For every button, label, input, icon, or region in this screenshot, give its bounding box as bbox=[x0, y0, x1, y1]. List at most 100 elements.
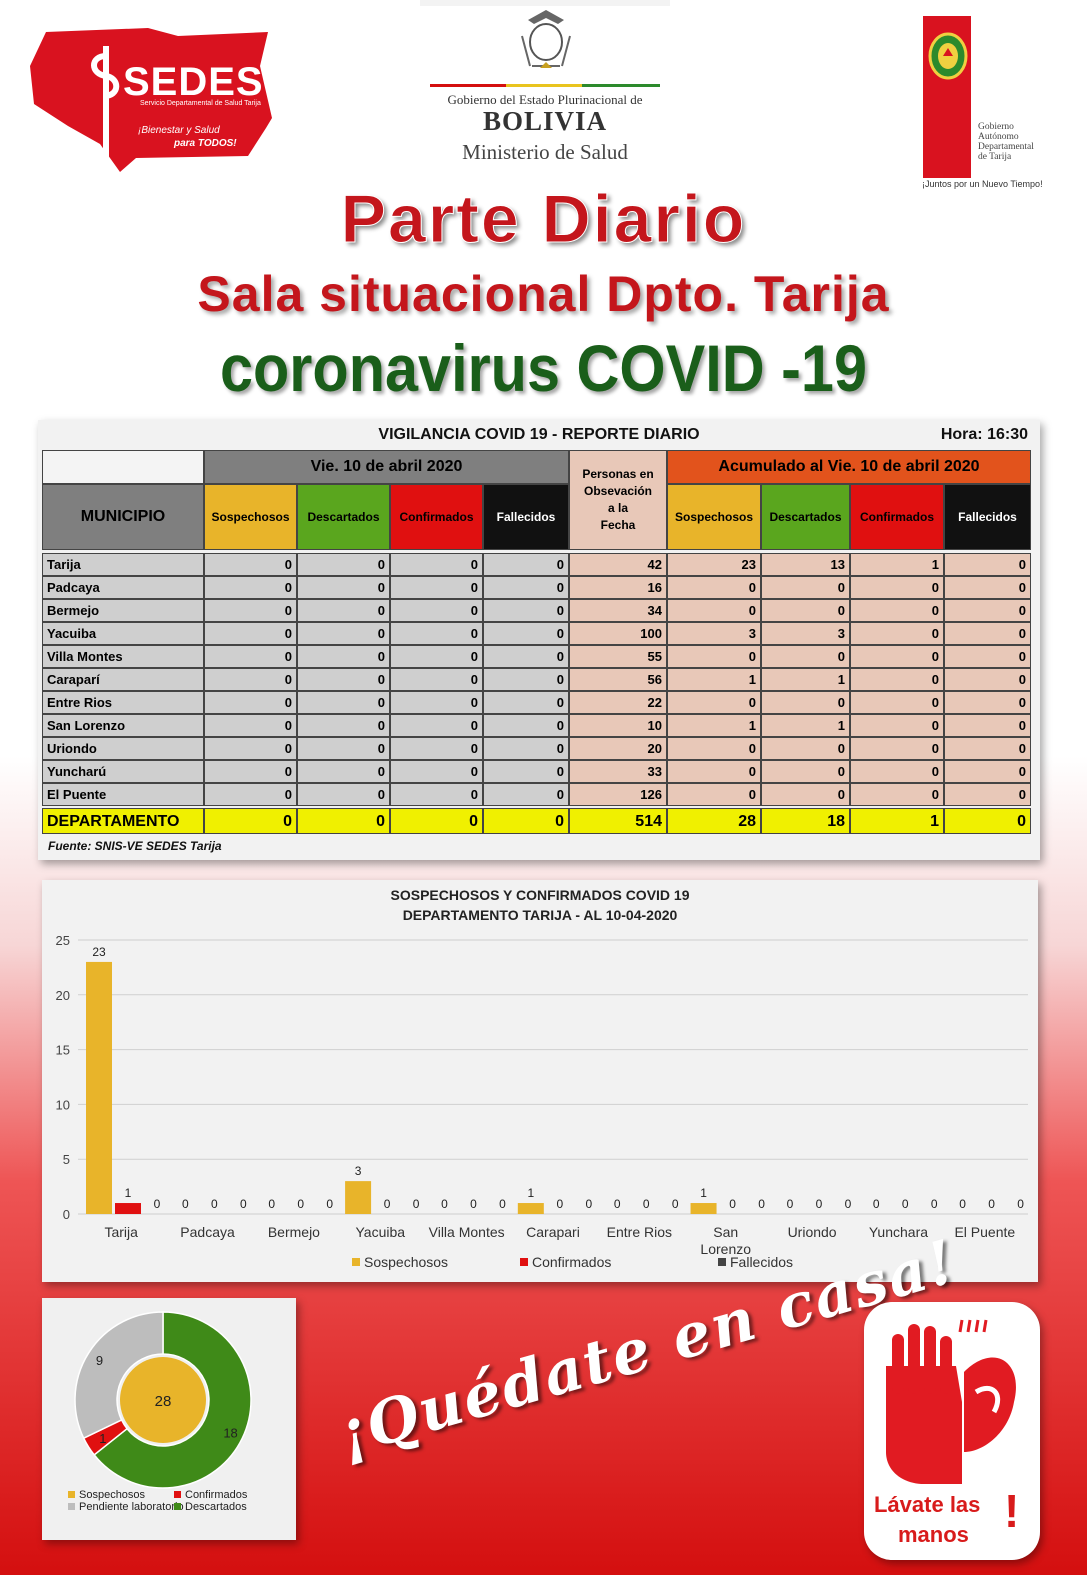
table-cell-day: 0 bbox=[483, 668, 569, 691]
table-cell-acum: 23 bbox=[667, 553, 761, 576]
table-cell-acum: 0 bbox=[850, 622, 944, 645]
table-cell-obs: 42 bbox=[569, 553, 667, 576]
lavate-exclamation: ! bbox=[1004, 1485, 1020, 1537]
table-cell-day: 0 bbox=[297, 783, 390, 806]
x-tick-label: Yunchara bbox=[869, 1224, 928, 1240]
donut-slice bbox=[93, 1311, 252, 1489]
bolivia-ministry-logo: Gobierno del Estado Plurinacional de BOL… bbox=[400, 0, 690, 170]
report-table-panel: VIGILANCIA COVID 19 - REPORTE DIARIO Hor… bbox=[38, 420, 1040, 860]
table-cell-acum: 0 bbox=[761, 576, 850, 599]
data-label: 0 bbox=[845, 1197, 852, 1211]
y-tick-label: 5 bbox=[63, 1152, 70, 1167]
table-cell-day: 0 bbox=[297, 691, 390, 714]
total-cell-day: 0 bbox=[297, 808, 390, 834]
table-cell-acum: 0 bbox=[850, 737, 944, 760]
sedes-logo: SEDES Servicio Departamental de Salud Ta… bbox=[28, 26, 273, 176]
total-cell-acum: 1 bbox=[850, 808, 944, 834]
data-label: 0 bbox=[873, 1197, 880, 1211]
table-source: Fuente: SNIS-VE SEDES Tarija bbox=[48, 839, 222, 853]
data-label: 0 bbox=[556, 1197, 563, 1211]
table-cell-day: 0 bbox=[297, 760, 390, 783]
tarija-government-logo: Gobierno Autónomo Departamental de Tarij… bbox=[920, 14, 1066, 194]
table-cell-day: 0 bbox=[204, 576, 297, 599]
obs-header-line: Fecha bbox=[600, 518, 636, 532]
x-tick-label: San Lorenzo bbox=[700, 1224, 751, 1257]
x-tick-label: Entre Rios bbox=[607, 1224, 672, 1240]
table-row-municipio: Villa Montes bbox=[42, 645, 204, 668]
table-row-municipio: San Lorenzo bbox=[42, 714, 204, 737]
table-row-municipio: Uriondo bbox=[42, 737, 204, 760]
data-label: 0 bbox=[643, 1197, 650, 1211]
data-label: 0 bbox=[154, 1197, 161, 1211]
table-cell-day: 0 bbox=[204, 714, 297, 737]
table-cell-acum: 3 bbox=[667, 622, 761, 645]
table-cell-acum: 0 bbox=[761, 691, 850, 714]
table-cell-obs: 33 bbox=[569, 760, 667, 783]
table-cell-day: 0 bbox=[390, 760, 483, 783]
donut-center-value: 28 bbox=[155, 1393, 172, 1410]
sedes-subtitle: Servicio Departamental de Salud Tarija bbox=[140, 100, 261, 107]
data-label: 0 bbox=[499, 1197, 506, 1211]
data-label: 0 bbox=[959, 1197, 966, 1211]
tarija-slogan: ¡Juntos por un Nuevo Tiempo! bbox=[922, 179, 1043, 189]
legend-swatch bbox=[718, 1258, 726, 1266]
table-cell-acum: 1 bbox=[667, 668, 761, 691]
table-cell-obs: 55 bbox=[569, 645, 667, 668]
tarija-gob-line: de Tarija bbox=[978, 152, 1012, 162]
tarija-gob-line: Gobierno bbox=[978, 122, 1014, 132]
x-tick-label: Tarija bbox=[104, 1224, 138, 1240]
table-cell-acum: 0 bbox=[761, 645, 850, 668]
table-cell-acum: 0 bbox=[667, 599, 761, 622]
table-cell-acum: 0 bbox=[944, 645, 1031, 668]
donut-slice-label: 9 bbox=[96, 1353, 103, 1368]
bolivia-flag-line bbox=[430, 84, 660, 87]
table-cell-day: 0 bbox=[297, 599, 390, 622]
bar-chart: SOSPECHOSOS Y CONFIRMADOS COVID 19 DEPART… bbox=[56, 887, 1028, 1270]
table-cell-acum: 0 bbox=[944, 576, 1031, 599]
table-cell-day: 0 bbox=[297, 714, 390, 737]
municipio-header: MUNICIPIO bbox=[42, 484, 204, 550]
col-header-day: Sospechosos bbox=[204, 484, 297, 550]
table-cell-day: 0 bbox=[390, 668, 483, 691]
table-cell-acum: 0 bbox=[944, 553, 1031, 576]
page-topic: coronavirus COVID -19 bbox=[219, 331, 867, 405]
table-cell-acum: 0 bbox=[850, 783, 944, 806]
table-cell-acum: 0 bbox=[761, 599, 850, 622]
y-tick-label: 25 bbox=[56, 933, 70, 948]
table-cell-acum: 0 bbox=[850, 576, 944, 599]
data-label: 0 bbox=[413, 1197, 420, 1211]
table-cell-day: 0 bbox=[204, 783, 297, 806]
table-row-municipio: Bermejo bbox=[42, 599, 204, 622]
tarija-gobierno-text: Gobierno Autónomo Departamental de Tarij… bbox=[978, 122, 1066, 162]
bolivia-gobierno-text: Gobierno del Estado Plurinacional de bbox=[447, 92, 643, 107]
data-label: 0 bbox=[672, 1197, 679, 1211]
table-cell-acum: 1 bbox=[850, 553, 944, 576]
lavate-line2: manos bbox=[898, 1522, 969, 1547]
table-cell-obs: 100 bbox=[569, 622, 667, 645]
y-tick-label: 10 bbox=[56, 1097, 70, 1112]
col-header-day: Fallecidos bbox=[483, 484, 569, 550]
table-row-municipio: Caraparí bbox=[42, 668, 204, 691]
data-label: 0 bbox=[384, 1197, 391, 1211]
table-cell-day: 0 bbox=[483, 622, 569, 645]
table-cell-day: 0 bbox=[483, 691, 569, 714]
table-cell-acum: 0 bbox=[944, 783, 1031, 806]
donut-legend-label: Confirmados bbox=[185, 1489, 248, 1501]
donut-slice bbox=[74, 1311, 164, 1440]
y-tick-label: 0 bbox=[63, 1207, 70, 1222]
table-cell-acum: 0 bbox=[667, 691, 761, 714]
bolivia-ministry-name: Ministerio de Salud bbox=[462, 140, 628, 164]
obs-header-line: a la bbox=[607, 501, 628, 515]
table-cell-obs: 16 bbox=[569, 576, 667, 599]
legend-label: Fallecidos bbox=[730, 1254, 793, 1270]
legend-label: Sospechosos bbox=[364, 1254, 448, 1270]
x-tick-label: Yacuiba bbox=[355, 1224, 405, 1240]
table-cell-day: 0 bbox=[483, 737, 569, 760]
donut-chart-panel: 18 1 9 28 Sospechosos Pendiente laboratorio Co… bbox=[42, 1298, 296, 1540]
data-label: 0 bbox=[297, 1197, 304, 1211]
x-tick-label: Uriondo bbox=[788, 1224, 837, 1240]
legend-swatch bbox=[352, 1258, 360, 1266]
x-tick-label: Villa Montes bbox=[429, 1224, 505, 1240]
hands-icon bbox=[886, 1319, 1016, 1484]
